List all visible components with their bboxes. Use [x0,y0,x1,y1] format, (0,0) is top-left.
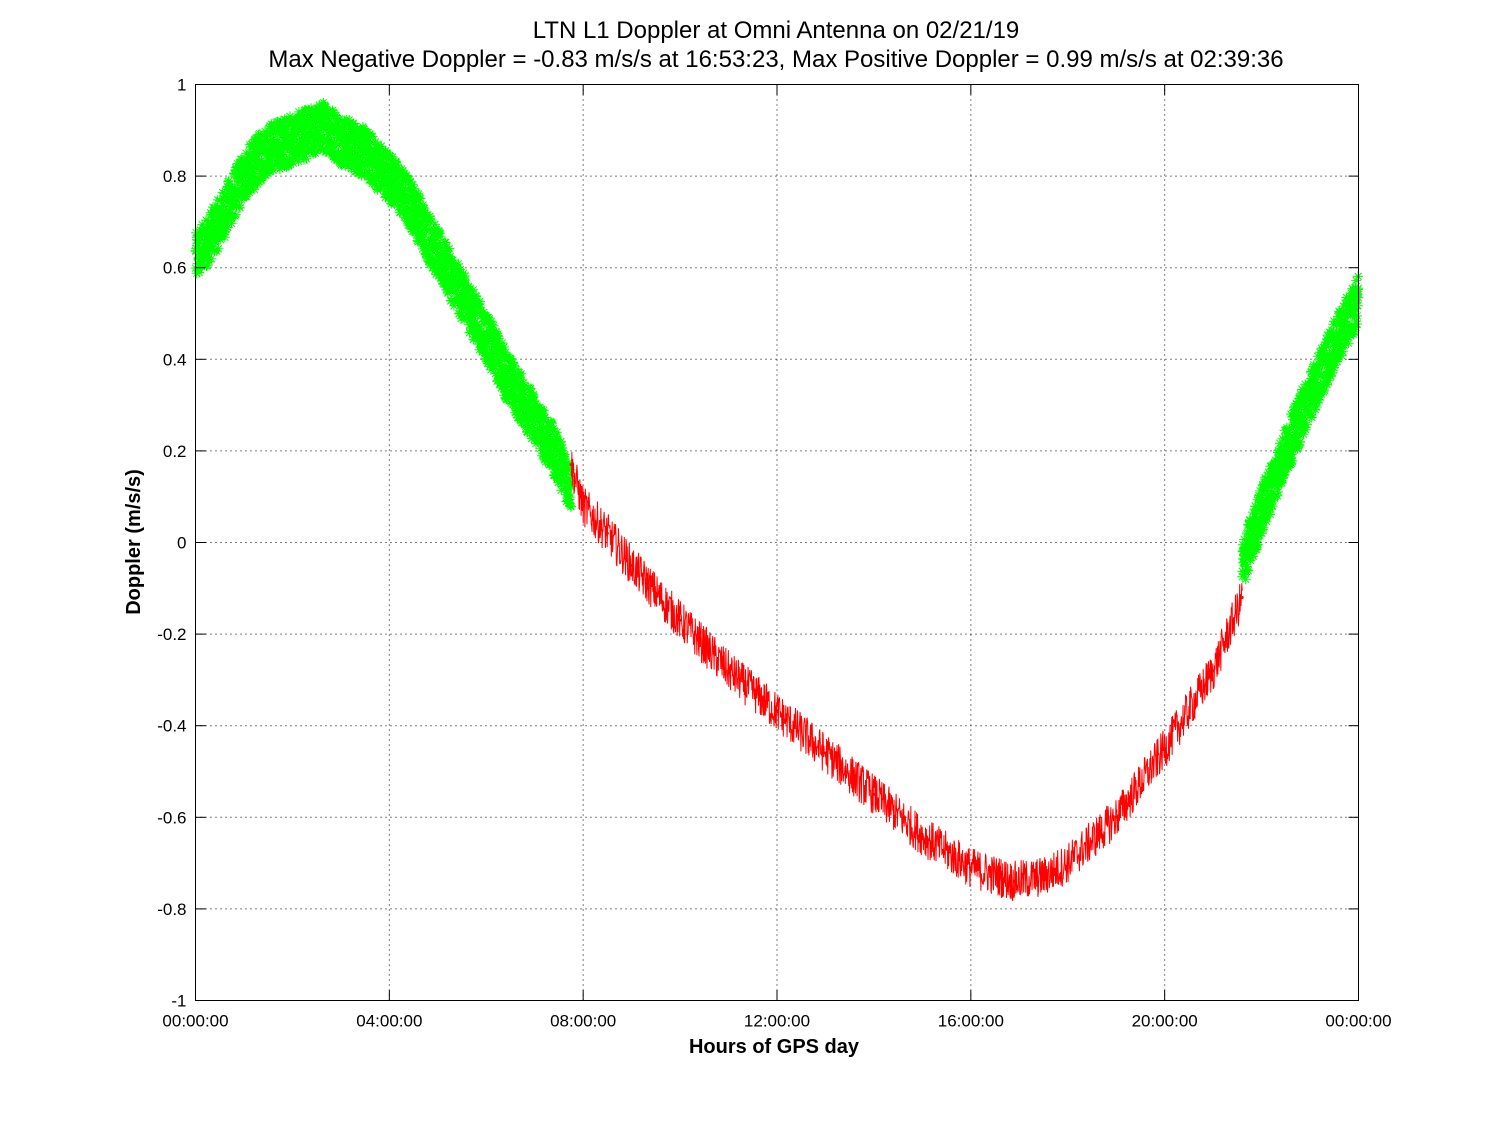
chart-title: LTN L1 Doppler at Omni Antenna on 02/21/… [533,17,1020,44]
x-tick-label: 20:00:00 [1132,1012,1198,1031]
data-point [1259,508,1264,513]
data-point [569,463,573,467]
series-group [569,452,1244,902]
y-axis-label: Doppler (m/s/s) [123,469,145,615]
data-point [290,137,295,142]
data-point [435,251,440,256]
data-point [630,563,634,567]
data-point [508,380,513,385]
y-tick-label: -0.2 [157,625,186,644]
x-tick-label: 00:00:00 [162,1012,228,1031]
y-tick-label: 1 [177,76,186,95]
x-tick-label: 04:00:00 [356,1012,422,1031]
x-tick-label: 12:00:00 [744,1012,810,1031]
x-tick-label: 08:00:00 [550,1012,616,1031]
data-point [1012,879,1016,883]
series-group [1237,271,1364,585]
data-point [1114,815,1118,819]
data-point [1283,448,1288,453]
data-point [569,485,574,490]
data-point [363,151,368,156]
data-point [678,618,682,622]
tick-marks [195,84,1359,1001]
x-axis-label: Hours of GPS day [689,1036,860,1058]
data-series [190,97,1364,902]
data-point [1163,747,1167,751]
data-point [460,293,465,298]
plot-frame [195,84,1359,1001]
data-point [1332,343,1337,348]
data-point [605,531,609,535]
data-point [266,146,271,151]
data-point [556,458,561,463]
y-tick-label: 0.6 [163,259,187,278]
data-point [532,416,537,421]
data-point [217,219,222,224]
data-point [1240,563,1245,568]
y-tick-labels: 1 0.8 0.6 0.4 0.2 0 -0.2 -0.4 -0.6 -0.8 -1 [157,76,186,1011]
y-tick-label: -0.6 [157,808,186,827]
data-point [1066,861,1070,865]
asterisk-markers [1237,271,1364,585]
data-point [484,334,489,339]
data-point [241,174,246,179]
data-point [1308,393,1313,398]
y-tick-label: -1 [171,992,186,1011]
data-point [314,128,319,133]
x-tick-label: 16:00:00 [938,1012,1004,1031]
data-point [872,792,876,796]
data-point [727,669,731,673]
y-tick-label: 0.2 [163,442,187,461]
y-tick-label: -0.4 [157,717,186,736]
data-point [1211,669,1215,673]
y-tick-label: 0.8 [163,167,187,186]
data-point [322,123,327,128]
series-line [570,452,1243,902]
data-point [581,504,585,508]
data-point [411,206,416,211]
x-tick-label: 00:00:00 [1325,1012,1391,1031]
data-point [969,866,973,870]
grid-lines [195,84,1359,1001]
asterisk-markers [190,97,577,512]
series-group [190,97,577,512]
y-tick-label: 0.4 [163,350,187,369]
data-point [1240,595,1244,599]
data-point [338,137,343,142]
y-tick-label: 0 [177,534,186,553]
x-tick-labels: 00:00:00 04:00:00 08:00:00 12:00:00 16:00:00… [162,1012,1391,1031]
data-point [387,174,392,179]
data-point [823,751,827,755]
data-point [920,834,924,838]
data-point [1042,875,1046,879]
data-point [775,710,779,714]
chart-subtitle: Max Negative Doppler = -0.83 m/s/s at 16… [268,46,1283,73]
y-tick-label: -0.8 [157,900,186,919]
